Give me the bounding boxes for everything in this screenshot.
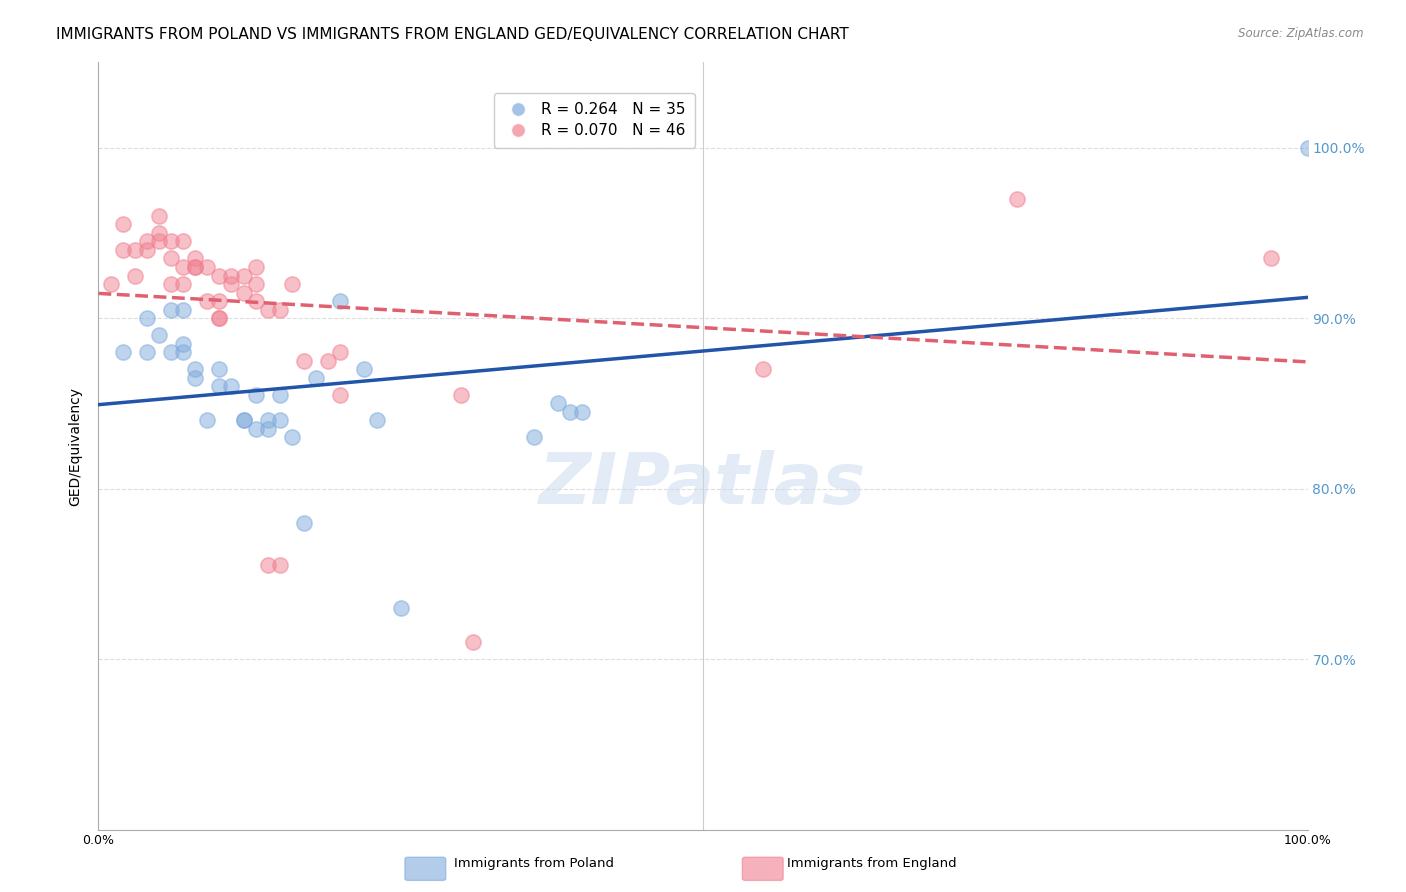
Point [256, 413, 278, 427]
Point [172, 260, 194, 274]
Point [208, 268, 231, 283]
Point [195, 413, 218, 427]
Point [329, 294, 352, 309]
Point [100, 277, 122, 291]
Point [135, 235, 157, 249]
Point [124, 268, 146, 283]
Point [292, 353, 315, 368]
Point [208, 379, 231, 393]
Point [269, 558, 291, 573]
Point [195, 260, 218, 274]
Point [135, 345, 157, 359]
Legend: R = 0.264   N = 35, R = 0.070   N = 46: R = 0.264 N = 35, R = 0.070 N = 46 [494, 93, 695, 147]
Point [269, 302, 291, 317]
Point [1007, 192, 1029, 206]
Point [135, 311, 157, 326]
Point [232, 413, 254, 427]
Point [245, 294, 267, 309]
Point [172, 345, 194, 359]
Point [547, 396, 569, 410]
Point [316, 353, 339, 368]
Point [571, 405, 593, 419]
Point [111, 243, 134, 257]
Point [221, 268, 243, 283]
Point [1296, 141, 1319, 155]
Point [353, 362, 375, 376]
Point [256, 302, 278, 317]
Point [135, 243, 157, 257]
Point [148, 209, 170, 223]
Text: Immigrants from Poland: Immigrants from Poland [454, 856, 614, 870]
Point [256, 558, 278, 573]
Point [160, 277, 183, 291]
Point [124, 243, 146, 257]
Point [329, 388, 352, 402]
Point [208, 294, 231, 309]
Point [245, 277, 267, 291]
Point [172, 277, 194, 291]
Point [232, 285, 254, 300]
Point [160, 345, 183, 359]
Point [208, 311, 231, 326]
Point [292, 516, 315, 530]
Point [148, 328, 170, 343]
Text: IMMIGRANTS FROM POLAND VS IMMIGRANTS FROM ENGLAND GED/EQUIVALENCY CORRELATION CH: IMMIGRANTS FROM POLAND VS IMMIGRANTS FRO… [56, 27, 849, 42]
Point [172, 302, 194, 317]
Point [232, 413, 254, 427]
Y-axis label: GED/Equivalency: GED/Equivalency [69, 386, 83, 506]
Point [305, 371, 328, 385]
Text: Source: ZipAtlas.com: Source: ZipAtlas.com [1239, 27, 1364, 40]
Point [329, 345, 352, 359]
Point [148, 235, 170, 249]
Point [195, 294, 218, 309]
Point [172, 336, 194, 351]
Point [221, 379, 243, 393]
Point [366, 413, 388, 427]
Point [232, 268, 254, 283]
Point [523, 430, 546, 444]
Point [245, 388, 267, 402]
Point [160, 302, 183, 317]
Point [269, 413, 291, 427]
Point [269, 388, 291, 402]
Point [389, 601, 412, 615]
Point [1260, 252, 1282, 266]
Point [221, 277, 243, 291]
Point [184, 362, 207, 376]
Point [281, 430, 304, 444]
Point [184, 260, 207, 274]
Point [160, 235, 183, 249]
Point [111, 218, 134, 232]
Point [160, 252, 183, 266]
Point [172, 235, 194, 249]
Text: Immigrants from England: Immigrants from England [787, 856, 956, 870]
Point [256, 422, 278, 436]
Point [184, 252, 207, 266]
Point [450, 388, 472, 402]
Point [208, 362, 231, 376]
Text: ZIPatlas: ZIPatlas [540, 450, 866, 519]
Point [281, 277, 304, 291]
Point [245, 422, 267, 436]
Point [184, 371, 207, 385]
Point [208, 311, 231, 326]
Point [184, 260, 207, 274]
Point [111, 345, 134, 359]
Point [558, 405, 581, 419]
Point [245, 260, 267, 274]
Point [752, 362, 775, 376]
Point [463, 635, 485, 649]
Point [148, 226, 170, 240]
